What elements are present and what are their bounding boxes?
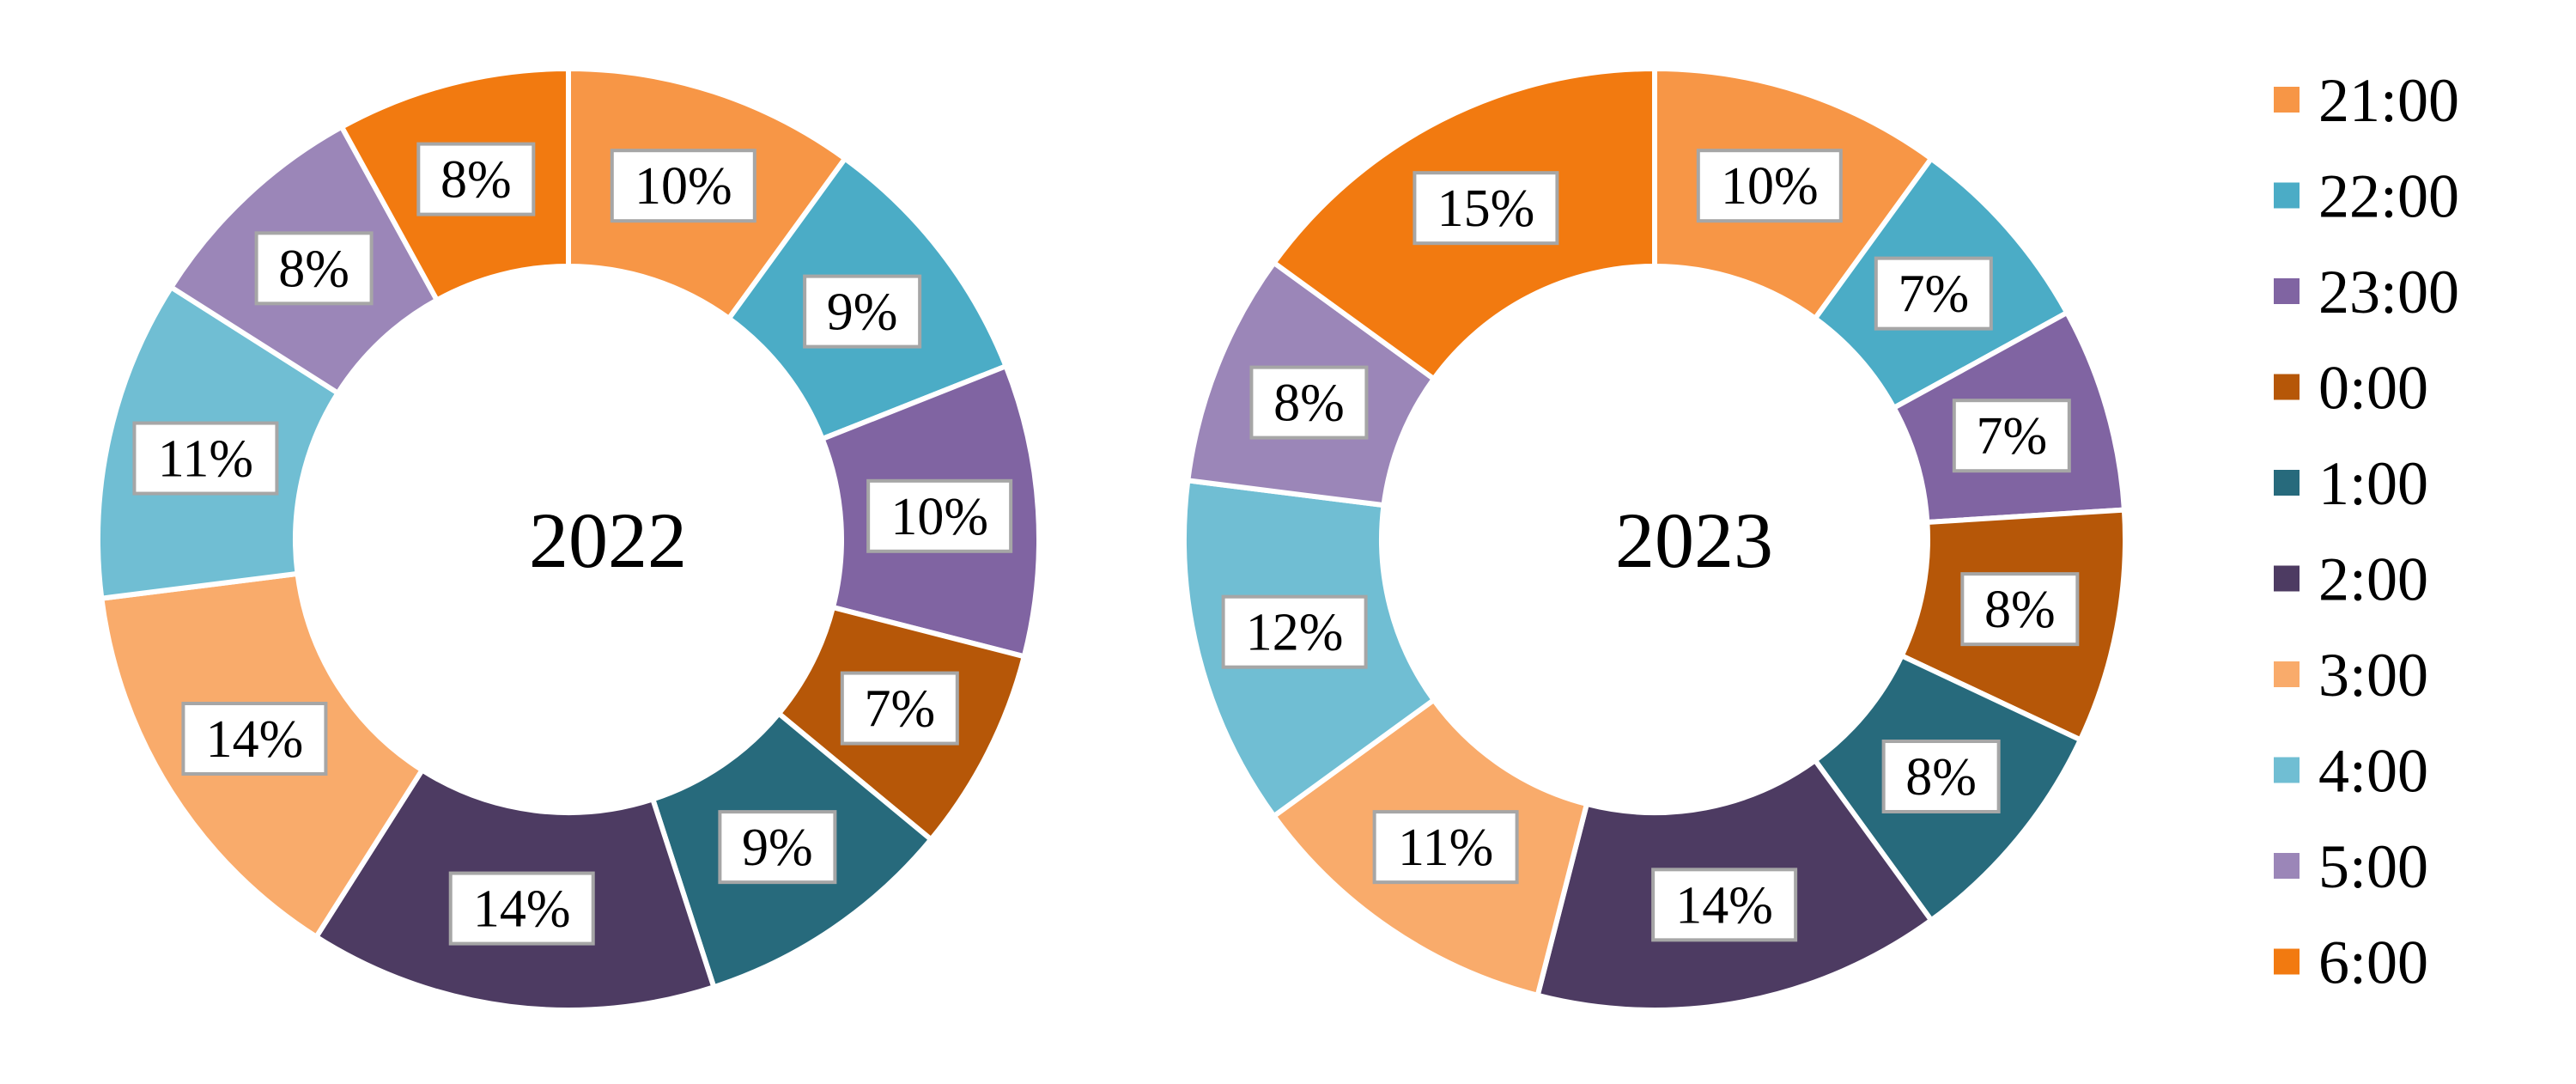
donut-center-label-2022: 2022 <box>529 496 687 584</box>
legend-swatch <box>2274 374 2300 400</box>
data-label-2023-2300: 7% <box>1952 399 2071 473</box>
data-label-2023-2200: 7% <box>1874 256 1993 331</box>
donut-chart-2022: 10% 9% 10% 7% 9% 14% 14% 11% 8% 8% 2022 <box>95 65 1042 1013</box>
data-label-2022-600: 8% <box>416 142 536 216</box>
data-label-box <box>1413 171 1559 246</box>
legend-label: 21:00 <box>2318 66 2459 135</box>
legend-label: 22:00 <box>2318 162 2459 231</box>
data-label-text: 12% <box>1246 604 1344 662</box>
data-label-text: 11% <box>1398 819 1493 877</box>
donut-chart-2023: 10% 7% 7% 8% 8% 14% 11% 12% 8% 15% 2023 <box>1182 65 2128 1013</box>
data-label-2022-500: 8% <box>254 231 374 306</box>
legend-swatch <box>2274 87 2300 113</box>
data-label-box <box>803 274 922 349</box>
data-label-2023-400: 12% <box>1221 594 1368 669</box>
data-label-2022-400: 11% <box>132 421 279 496</box>
data-label-box <box>1960 572 2080 647</box>
data-label-text: 8% <box>278 240 349 298</box>
data-label-text: 8% <box>1984 581 2056 639</box>
legend-item-600: 6:00 <box>2274 929 2428 997</box>
data-label-2022-200: 14% <box>448 871 595 946</box>
data-label-box <box>1372 810 1519 885</box>
legend-swatch <box>2274 661 2300 687</box>
data-label-box <box>866 478 1013 553</box>
legend-swatch <box>2274 948 2300 975</box>
data-label-box <box>1221 594 1368 669</box>
legend-swatch <box>2274 278 2300 304</box>
data-label-text: 14% <box>1675 876 1773 935</box>
data-label-text: 9% <box>742 819 813 877</box>
legend-item-300: 3:00 <box>2274 641 2428 709</box>
legend-label: 0:00 <box>2318 354 2428 423</box>
data-label-2022-000: 7% <box>840 671 959 746</box>
data-label-box <box>416 142 536 216</box>
data-label-box <box>1874 256 1993 331</box>
data-label-text: 7% <box>1976 407 2047 466</box>
legend-label: 5:00 <box>2318 832 2428 901</box>
legend-item-2100: 21:00 <box>2274 66 2459 135</box>
legend-swatch <box>2274 182 2300 209</box>
legend-item-500: 5:00 <box>2274 832 2428 901</box>
legend-label: 3:00 <box>2318 641 2428 709</box>
data-label-box <box>1696 149 1843 223</box>
data-label-text: 10% <box>635 157 732 216</box>
data-label-2023-500: 8% <box>1249 365 1369 440</box>
legend-label: 23:00 <box>2318 258 2459 326</box>
data-label-2022-100: 9% <box>718 810 837 885</box>
data-label-box <box>181 702 328 776</box>
data-label-text: 10% <box>1721 157 1819 216</box>
legend-item-2300: 23:00 <box>2274 258 2459 326</box>
data-label-text: 11% <box>158 430 253 489</box>
data-label-2022-2300: 10% <box>866 478 1013 553</box>
legend-item-2200: 22:00 <box>2274 162 2459 231</box>
data-label-box <box>1952 399 2071 473</box>
data-label-text: 15% <box>1437 180 1535 238</box>
legend-item-200: 2:00 <box>2274 545 2428 614</box>
data-label-box <box>1881 740 2001 814</box>
legend-label: 6:00 <box>2318 929 2428 997</box>
data-label-text: 7% <box>864 680 935 739</box>
donut-center-label-2023: 2023 <box>1615 496 1773 584</box>
legend-swatch <box>2274 565 2300 592</box>
data-label-text: 8% <box>440 151 512 210</box>
data-label-text: 14% <box>206 710 304 769</box>
data-label-box <box>448 871 595 946</box>
data-label-box <box>840 671 959 746</box>
data-label-text: 7% <box>1898 265 1969 324</box>
data-label-box <box>610 149 756 223</box>
data-label-2023-100: 8% <box>1881 740 2001 814</box>
data-label-text: 10% <box>890 488 988 546</box>
data-label-box <box>718 810 837 885</box>
legend-label: 2:00 <box>2318 545 2428 614</box>
data-label-box <box>1651 868 1798 942</box>
data-label-2023-600: 15% <box>1413 171 1559 246</box>
legend-swatch <box>2274 853 2300 879</box>
data-label-text: 9% <box>827 283 898 342</box>
data-label-2022-300: 14% <box>181 702 328 776</box>
data-label-2023-300: 11% <box>1372 810 1519 885</box>
legend-swatch <box>2274 757 2300 783</box>
data-label-text: 8% <box>1273 375 1345 433</box>
data-label-box <box>132 421 279 496</box>
data-label-2023-2100: 10% <box>1696 149 1843 223</box>
legend-swatch <box>2274 470 2300 496</box>
legend-item-000: 0:00 <box>2274 354 2428 423</box>
legend: 21:00 22:00 23:00 0:00 1:00 2:00 3:00 4:00 5:00 6… <box>2274 66 2459 997</box>
legend-label: 1:00 <box>2318 449 2428 518</box>
legend-label: 4:00 <box>2318 737 2428 806</box>
data-label-2023-200: 14% <box>1651 868 1798 942</box>
data-label-text: 14% <box>473 880 571 939</box>
data-label-box <box>1249 365 1369 440</box>
data-label-text: 8% <box>1905 748 1977 807</box>
legend-item-100: 1:00 <box>2274 449 2428 518</box>
legend-item-400: 4:00 <box>2274 737 2428 806</box>
data-label-2022-2100: 10% <box>610 149 756 223</box>
data-label-box <box>254 231 374 306</box>
data-label-2023-000: 8% <box>1960 572 2080 647</box>
data-label-2022-2200: 9% <box>803 274 922 349</box>
